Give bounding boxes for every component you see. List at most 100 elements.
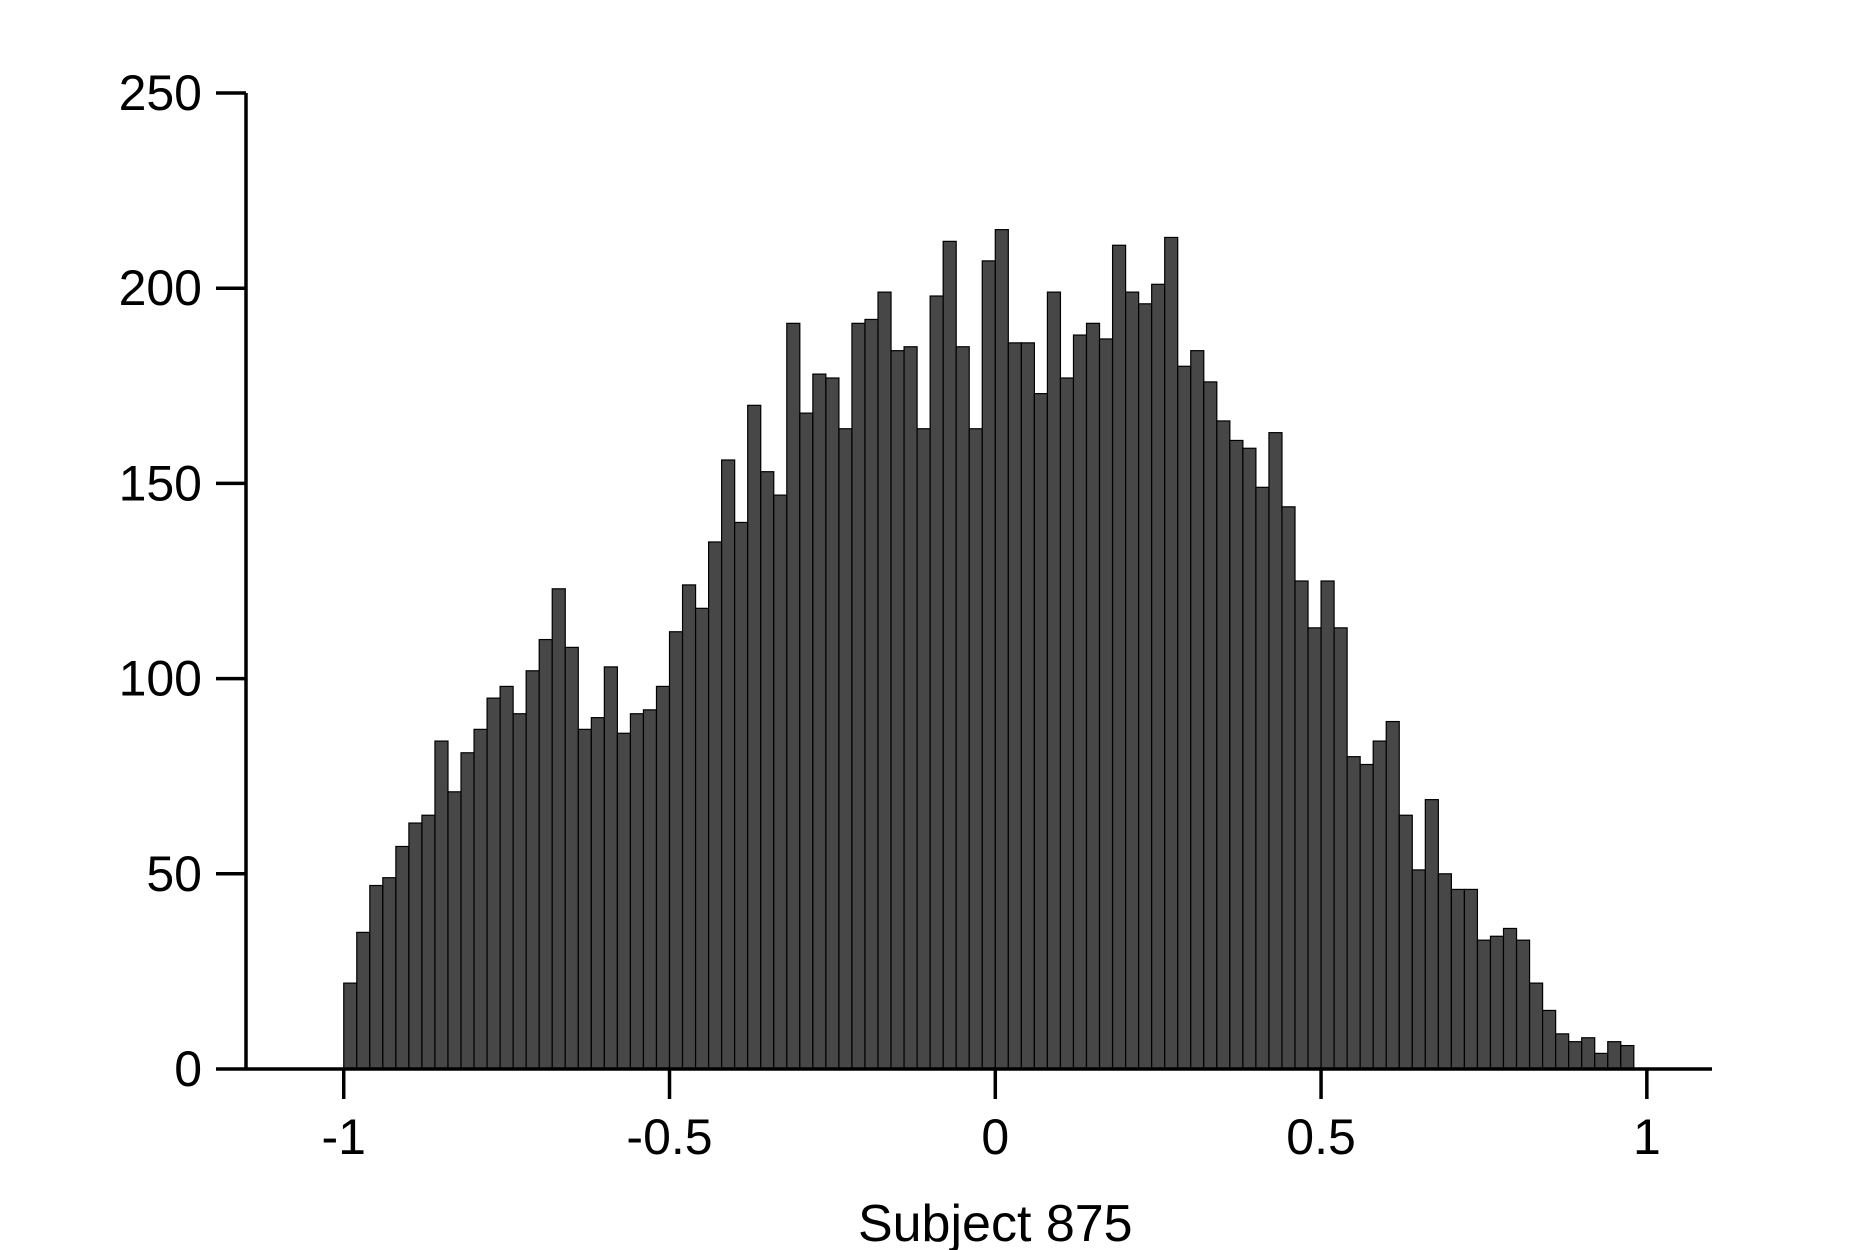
histogram-bar (1502, 927, 1518, 1070)
x-axis-title: Subject 875 (858, 1195, 1133, 1250)
histogram-bar (851, 322, 866, 1070)
histogram-bar (421, 814, 436, 1070)
histogram-bar (1111, 244, 1127, 1070)
y-tick-label: 250 (119, 65, 202, 121)
histogram-bar (1359, 763, 1374, 1070)
histogram-bar (721, 459, 736, 1070)
histogram-bar (1476, 939, 1492, 1070)
histogram-bar (747, 404, 762, 1070)
histogram-bar (486, 697, 501, 1070)
histogram-bar (395, 845, 410, 1070)
histogram-bar (616, 732, 632, 1070)
histogram-bar (916, 428, 931, 1070)
histogram-bar (773, 494, 788, 1070)
y-tick-label: 50 (146, 846, 202, 902)
histogram-bar (786, 322, 801, 1070)
histogram-bar (825, 377, 840, 1070)
histogram-bar (1424, 799, 1439, 1070)
histogram-bar (1268, 432, 1283, 1070)
histogram-bar (1333, 627, 1348, 1070)
histogram-bar (1294, 580, 1309, 1070)
histogram-bars (343, 229, 1635, 1070)
histogram-bar (1607, 1041, 1622, 1070)
histogram-bar (942, 240, 957, 1070)
histogram-bar (473, 728, 488, 1070)
histogram-bar (1229, 439, 1244, 1070)
histogram-bar (877, 291, 892, 1070)
histogram-bar (1307, 627, 1322, 1070)
histogram-bar (564, 646, 579, 1070)
x-tick-label: -0.5 (626, 1109, 712, 1165)
x-tick-label: 1 (1633, 1109, 1661, 1165)
histogram-bar (525, 670, 540, 1070)
histogram-bar (1594, 1052, 1609, 1070)
histogram-bar (629, 713, 645, 1070)
x-axis-ticks: -1 -0.5 0 0.5 1 (321, 1069, 1661, 1165)
histogram-bar (1463, 888, 1479, 1070)
histogram-bar (499, 685, 514, 1070)
y-tick-label: 150 (119, 455, 202, 511)
histogram-bar (408, 822, 423, 1070)
histogram-bar (1190, 350, 1205, 1070)
histogram-bar (434, 740, 449, 1070)
histogram-bar (681, 584, 697, 1070)
histogram-bar (1164, 236, 1179, 1070)
histogram-bar (838, 428, 853, 1070)
y-tick-label: 0 (174, 1041, 202, 1097)
histogram-bar (460, 752, 475, 1070)
histogram-bar (1242, 447, 1257, 1070)
histogram-bar (1059, 377, 1075, 1070)
histogram-bar (981, 260, 996, 1070)
histogram-bar (343, 982, 358, 1070)
histogram-bar (890, 350, 905, 1070)
x-tick-label: 0.5 (1286, 1109, 1356, 1165)
histogram-bar (929, 295, 944, 1070)
histogram-bar (1541, 1009, 1557, 1070)
histogram-bar (369, 884, 384, 1070)
histogram-bar (1568, 1041, 1583, 1070)
histogram-bar (694, 607, 710, 1070)
histogram-bar (903, 346, 918, 1070)
histogram-bar (1489, 935, 1505, 1070)
histogram-bar (538, 638, 553, 1070)
histogram-bar (1372, 740, 1387, 1070)
histogram-bar (1255, 486, 1270, 1070)
y-tick-label: 200 (119, 260, 202, 316)
histogram-bar (655, 685, 671, 1070)
histogram-bar (1216, 420, 1231, 1070)
histogram-bar (1007, 342, 1022, 1070)
histogram-bar (864, 318, 879, 1070)
histogram-bar (382, 877, 397, 1070)
histogram-bar (1398, 814, 1413, 1070)
histogram-bar (577, 728, 592, 1070)
histogram-bar (1320, 580, 1335, 1070)
histogram-bar (1177, 365, 1192, 1070)
histogram-bar (734, 521, 749, 1070)
histogram-bar (708, 541, 723, 1070)
y-axis-ticks: 0 50 100 150 200 250 (119, 65, 246, 1097)
histogram-bar (1098, 338, 1114, 1070)
histogram-bar (955, 346, 970, 1070)
histogram-bar (968, 428, 983, 1070)
histogram-bar (512, 713, 527, 1070)
histogram-bar (1411, 869, 1426, 1070)
histogram-bar (1620, 1044, 1635, 1070)
histogram-bar (356, 931, 371, 1070)
histogram-bar (1346, 756, 1361, 1070)
histogram-bar (812, 373, 827, 1070)
histogram-bar (1046, 291, 1062, 1070)
histogram-bar (1124, 291, 1140, 1070)
histogram-bar (668, 631, 684, 1070)
histogram-bar (447, 791, 462, 1070)
histogram-bar (1528, 982, 1544, 1070)
histogram-bar (1437, 873, 1452, 1070)
histogram-bar (1085, 322, 1101, 1070)
histogram-bar (1385, 720, 1400, 1070)
x-tick-label: 0 (981, 1109, 1009, 1165)
x-tick-label: -1 (321, 1109, 365, 1165)
histogram-bar (1033, 393, 1049, 1070)
histogram-bar (603, 666, 618, 1070)
histogram-bar (1072, 334, 1088, 1070)
histogram-bar (1281, 506, 1296, 1070)
